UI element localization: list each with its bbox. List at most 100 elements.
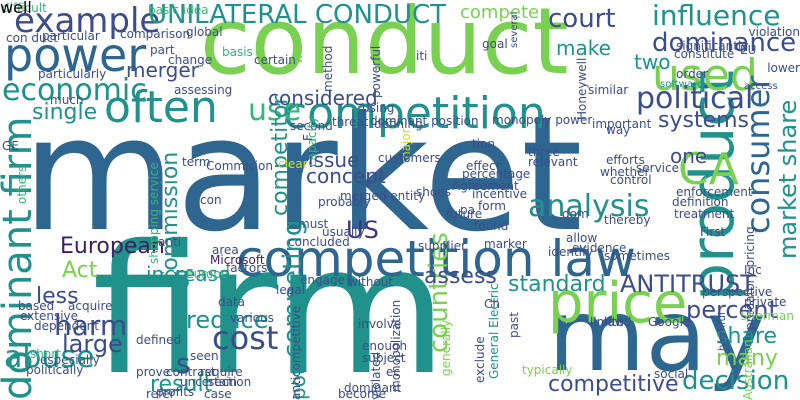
cloud-word: definition [672, 195, 729, 209]
cloud-word: large [62, 330, 123, 358]
cloud-word: exclude [473, 336, 487, 383]
cloud-word: Ch [484, 297, 500, 311]
cloud-word: customers [378, 151, 441, 165]
cloud-word: ec [386, 365, 400, 379]
cloud-word: competitor [268, 95, 293, 216]
cloud-word: extensive [20, 309, 79, 323]
cloud-word: three [528, 145, 560, 159]
cloud-word: contrast [166, 365, 216, 379]
cloud-word: well [0, 0, 32, 17]
cloud-word: Microsoft [210, 253, 265, 267]
cloud-word: area [212, 243, 239, 257]
cloud-word: based [18, 299, 55, 313]
cloud-word: difficult [2, 1, 47, 15]
cloud-word: power [4, 28, 147, 82]
cloud-word: lower [767, 61, 800, 75]
cloud-word: assess [424, 264, 497, 289]
cloud-word: perspective [702, 285, 773, 299]
cloud-word: harmful [717, 312, 728, 351]
cloud-word: change [168, 53, 213, 67]
cloud-word: access [744, 81, 778, 92]
cloud-word: engage [300, 273, 345, 287]
cloud-word: identify [548, 245, 594, 259]
cloud-word: particularly [38, 67, 107, 81]
cloud-word: competition law [236, 230, 636, 288]
cloud-word: dominant position [370, 114, 479, 128]
cloud-word: control [610, 173, 652, 187]
cloud-word: constitute [674, 47, 735, 61]
cloud-word: defined [136, 333, 182, 347]
cloud-word: merger [126, 58, 199, 82]
cloud-word: reduce [186, 306, 269, 334]
cloud-word: often [104, 82, 218, 133]
cloud-word: evidence [572, 241, 627, 255]
cloud-word: method [321, 45, 335, 92]
cloud-word: price [548, 271, 688, 336]
cloud-word: dependent [34, 319, 99, 333]
cloud-word: threat [332, 115, 369, 129]
cloud-word: share [716, 324, 777, 349]
cloud-word: powerful [369, 45, 383, 98]
cloud-word: First [700, 225, 726, 239]
cloud-word: order [676, 67, 708, 81]
cloud-word: less [36, 284, 79, 309]
cloud-word: second [290, 119, 333, 133]
cloud-word: Europe [186, 267, 229, 281]
cloud-word: Australian [741, 339, 755, 400]
cloud-word: influence [652, 0, 781, 32]
cloud-word: monopoly power [492, 113, 593, 127]
cloud-word: factors [226, 261, 268, 275]
cloud-word: considered [268, 86, 378, 110]
cloud-word: result [150, 372, 213, 397]
cloud-word: Act [62, 258, 98, 283]
cloud-word: uncertain [180, 375, 238, 389]
cloud-word: two [634, 50, 671, 74]
cloud-word: firm [92, 207, 448, 400]
cloud-word: economic [2, 73, 147, 108]
cloud-word: standard [508, 272, 606, 297]
cloud-word: part [150, 43, 175, 57]
cloud-word: GE [2, 139, 19, 153]
cloud-word: conduct [200, 0, 569, 95]
cloud-word: particular [42, 29, 100, 43]
cloud-word: sometimes [604, 249, 671, 263]
cloud-word: case [204, 387, 232, 400]
cloud-word: F [301, 134, 315, 141]
cloud-word: increase [146, 262, 231, 286]
cloud-word: several [509, 11, 520, 48]
cloud-word: competitive [548, 372, 679, 397]
cloud-word: enough [362, 339, 408, 353]
cloud-word: legal [276, 283, 306, 297]
cloud-word: con [200, 193, 222, 207]
cloud-word: whether [600, 165, 650, 179]
cloud-word: acquire [68, 299, 113, 313]
cloud-word: similar [588, 83, 629, 97]
cloud-word: basis [222, 45, 253, 59]
cloud-word: clear [278, 157, 308, 171]
cloud-word: found [474, 219, 509, 233]
cloud-word: past [507, 312, 521, 338]
cloud-word: typically [522, 363, 573, 377]
cloud-word: CA [678, 144, 739, 195]
cloud-word: market share [774, 99, 800, 259]
cloud-word: usually [322, 225, 365, 239]
cloud-word: capacity [305, 116, 319, 167]
cloud-word: issue [308, 148, 360, 172]
cloud-word: prove [136, 365, 171, 379]
cloud-word: way [606, 123, 631, 137]
cloud-word: will [291, 44, 305, 64]
cloud-word: example [14, 1, 161, 41]
cloud-word: US [346, 216, 379, 244]
cloud-word: dominance [652, 28, 797, 58]
cloud-word: EU [740, 43, 757, 57]
cloud-word: Inc [744, 263, 762, 277]
cloud-word: use [248, 93, 302, 128]
cloud-word: systems [658, 108, 749, 133]
cloud-word: anti [158, 235, 181, 249]
cloud-word: many [716, 346, 778, 371]
cloud-word: ANTITRUST [620, 270, 755, 298]
cloud-word: dom [562, 207, 589, 221]
cloud-word: various [230, 311, 274, 325]
cloud-word: assessing [174, 83, 233, 97]
cloud-word: Commision [206, 159, 273, 173]
